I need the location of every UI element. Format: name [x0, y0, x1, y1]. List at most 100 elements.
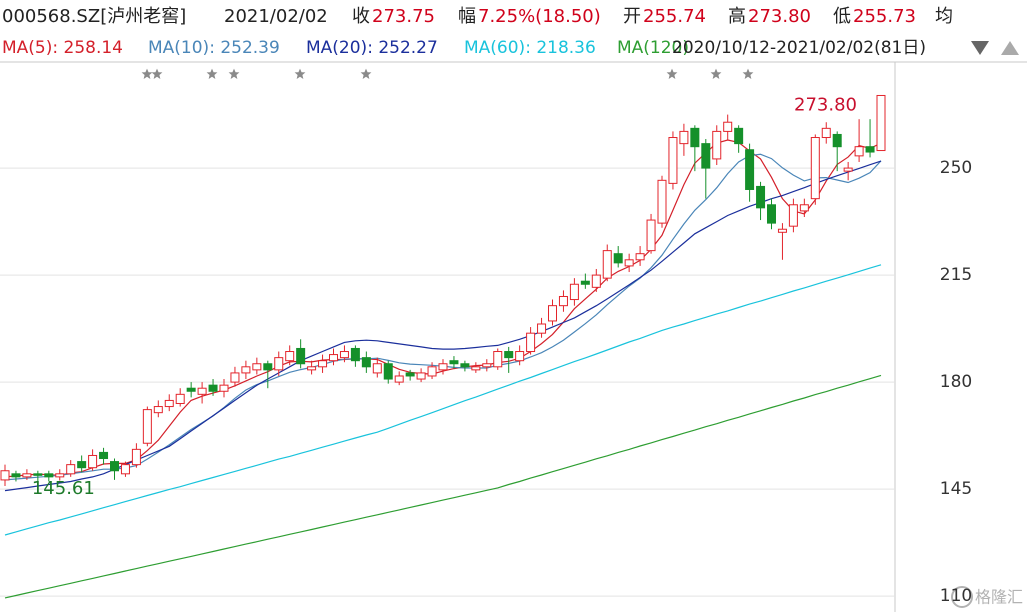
- candle-body: [208, 384, 218, 392]
- candle-body: [33, 473, 43, 476]
- candle-body: [88, 454, 98, 469]
- candle-body: [142, 409, 152, 444]
- candle-body: [241, 366, 251, 374]
- candle-body: [66, 464, 76, 475]
- candle-body: [832, 133, 842, 148]
- candle-body: [55, 473, 65, 478]
- legend-entry: MA(10): 252.39: [148, 38, 280, 58]
- grid: [0, 167, 895, 597]
- candle-body: [602, 250, 612, 279]
- field-value: 255.73: [853, 6, 916, 27]
- candle-body: [219, 384, 229, 392]
- candle-body: [110, 461, 119, 472]
- candle-body: [690, 127, 700, 148]
- candle-body: [153, 406, 163, 414]
- candle-body: [99, 451, 109, 460]
- field-value: 273.80: [748, 6, 811, 27]
- candle-body: [175, 393, 185, 404]
- date: 2021/02/02: [224, 6, 328, 27]
- range-label: 2020/10/12-2021/02/02(81日): [672, 38, 926, 58]
- y-tick-label: 180: [940, 372, 972, 392]
- candle-body: [471, 366, 481, 371]
- candle-body: [657, 179, 667, 224]
- y-tick-label: 250: [940, 158, 972, 178]
- candle-body: [668, 137, 678, 184]
- ma-line: [4, 160, 882, 492]
- candle-body: [372, 363, 382, 374]
- ma-line: [4, 374, 882, 599]
- candle-body: [548, 305, 557, 322]
- candle-body: [350, 347, 360, 362]
- y-tick-label: 215: [940, 265, 972, 285]
- candle-body: [0, 470, 10, 481]
- candle-body: [120, 464, 130, 475]
- field-value: 7.25%(18.50): [478, 6, 601, 27]
- symbol: 000568.SZ[泸州老窖]: [2, 6, 186, 27]
- candle-body: [646, 219, 656, 252]
- candle-body: [854, 146, 864, 157]
- legend: MA(5): 258.14 MA(10): 252.39 MA(20): 252.2…: [2, 38, 689, 58]
- legend-entry: MA(120): [617, 38, 689, 58]
- candle-body: [821, 127, 831, 139]
- legend-entry: MA(20): 252.27: [306, 38, 438, 58]
- header: 000568.SZ[泸州老窖] 2021/02/02 收 273.75 幅 7.25%…: [2, 6, 953, 27]
- candle-body: [438, 363, 448, 371]
- candle-body: [865, 146, 875, 153]
- legend-entry: MA(60): 218.36: [464, 38, 596, 58]
- candle-body: [482, 363, 492, 368]
- collapse-icon[interactable]: [1001, 41, 1019, 55]
- candle-body: [591, 274, 601, 288]
- candle-body: [164, 399, 174, 408]
- candle-body: [712, 130, 722, 160]
- field-label: 低: [833, 6, 851, 27]
- candle-body: [252, 363, 262, 371]
- candle-body: [186, 387, 196, 392]
- field-label: 收: [352, 6, 370, 27]
- candle-body: [745, 149, 755, 190]
- candle-body: [843, 167, 853, 172]
- candle-body: [197, 387, 207, 395]
- field-label: 幅: [458, 6, 476, 27]
- candle-body: [131, 448, 141, 466]
- candle-body: [285, 351, 295, 362]
- candle-body: [679, 130, 689, 145]
- legend-entry: MA(5): 258.14: [2, 38, 123, 58]
- high-annotation: 273.80: [794, 94, 857, 115]
- candle-body: [329, 354, 338, 362]
- dropdown-icon[interactable]: [971, 41, 989, 55]
- candle-body: [449, 360, 459, 365]
- candle-body: [756, 185, 766, 209]
- candle-body: [723, 121, 733, 132]
- field-label: 高: [728, 6, 746, 27]
- candle-body: [11, 473, 21, 478]
- candle-body: [307, 366, 317, 371]
- candle-body: [263, 363, 273, 371]
- candle-body: [394, 375, 404, 383]
- y-tick-label: 110: [940, 586, 972, 606]
- candle-body: [383, 363, 393, 380]
- candle-body: [493, 351, 503, 368]
- low-annotation: 145.61: [32, 478, 95, 499]
- candle-body: [230, 372, 240, 383]
- candle-body: [569, 283, 579, 301]
- candle-body: [635, 253, 645, 261]
- candle-body: [876, 94, 886, 152]
- candle-body: [767, 204, 776, 224]
- candle-body: [44, 473, 54, 478]
- candle-body: [427, 366, 437, 377]
- candle-body: [339, 351, 349, 359]
- candle-body: [416, 372, 426, 380]
- plot-area: [0, 94, 886, 599]
- field-label: 均: [935, 6, 953, 27]
- candle-body: [624, 259, 634, 267]
- candle-body: [580, 280, 590, 285]
- candle-body: [701, 143, 711, 169]
- candle-body: [318, 360, 328, 368]
- ma-line: [4, 264, 882, 536]
- candle-body: [22, 473, 32, 478]
- candle-body: [788, 204, 798, 227]
- watermark: 格隆汇: [951, 586, 1023, 608]
- candle-body: [296, 347, 306, 365]
